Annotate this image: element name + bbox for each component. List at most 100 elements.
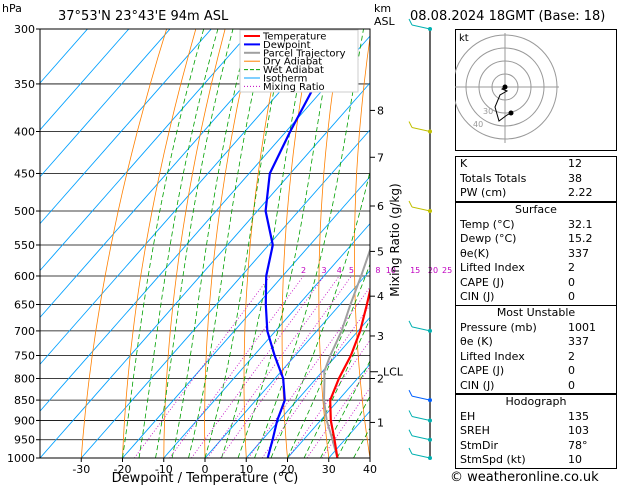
mu-label: CIN (J) [460, 378, 495, 392]
dewpoint-line [264, 29, 337, 458]
x-axis-title: Dewpoint / Temperature (°C) [112, 471, 299, 486]
wind-barb-flag [408, 447, 413, 455]
pressure-tick-label: 550 [14, 239, 35, 252]
legend-label: Mixing Ratio [263, 82, 325, 93]
pressure-tick-label: 900 [14, 415, 35, 428]
wind-barb-flag [408, 320, 413, 328]
pressure-tick-label: 650 [14, 299, 35, 312]
mixing-ratio-label: 5 [349, 266, 354, 275]
wet-adiabat-line [138, 29, 219, 458]
wet-adiabat-line [336, 395, 370, 458]
wet-adiabat-line [171, 29, 250, 458]
most-unstable-table: Most Unstable Pressure (mb) 1001 θe (K) 33… [455, 305, 617, 394]
hodo-value: 78° [568, 438, 588, 452]
mixing-ratio-axis-title: Mixing Ratio (g/kg) [388, 183, 402, 296]
isotherm-line [287, 363, 370, 458]
hodograph-point [502, 84, 508, 90]
isotherm-line [40, 29, 130, 131]
lcl-label: LCL [383, 366, 404, 379]
hodo-label: StmDir [460, 438, 499, 452]
wind-barb-flag [408, 410, 413, 417]
hodograph-table: Hodograph EH 135 SREH 103 StmDir 78° StmSpd… [455, 394, 617, 469]
isotherm-line [204, 269, 370, 458]
wind-barb-flag [408, 200, 413, 208]
legend-label: Temperature [262, 32, 326, 43]
location-title: 37°53'N 23°43'E 94m ASL [58, 9, 229, 24]
surface-row: CAPE (J) 0 [456, 276, 616, 291]
wind-barb [411, 24, 431, 30]
wind-barb [411, 206, 431, 212]
wind-barb [411, 415, 431, 421]
km-tick-label: 6 [377, 200, 384, 213]
pressure-tick-label: 400 [14, 126, 35, 139]
surface-value: 2 [568, 261, 575, 274]
hodo-row: StmSpd (kt) 10 [456, 453, 616, 468]
mixing-ratio-label: 10 [386, 266, 396, 275]
wet-adiabat-line [155, 29, 234, 458]
temperature-tick-label: 20 [281, 463, 295, 476]
wind-barb-flag [408, 18, 413, 26]
dry-adiabat-line [204, 29, 255, 458]
isotherm-line [163, 222, 370, 458]
temperature-line [329, 285, 370, 458]
hodo-value: 103 [568, 424, 589, 437]
mu-label: Lifted Index [460, 349, 525, 363]
dry-adiabat-line [422, 29, 452, 458]
dry-adiabat-line [243, 29, 284, 458]
surface-label: Temp (°C) [460, 217, 515, 231]
wind-barb-flag [408, 389, 413, 397]
mixing-ratio-line [207, 275, 340, 458]
mu-row: Lifted Index 2 [456, 350, 616, 365]
pressure-tick-label: 300 [14, 23, 35, 36]
mu-value: 1001 [568, 320, 596, 334]
mixing-ratio-label: 15 [410, 266, 420, 275]
km-tick-label: 7 [377, 151, 384, 164]
wet-adiabat-line [122, 29, 205, 458]
surface-row: CIN (J) 0 [456, 290, 616, 305]
copyright: © weatheronline.co.uk [450, 470, 599, 485]
km-tick-label: 1 [377, 416, 384, 429]
pressure-tick-label: 500 [14, 205, 35, 218]
mu-label: θe (K) [460, 335, 493, 348]
temperature-tick-label: -30 [72, 463, 90, 476]
mu-value: 337 [568, 335, 589, 348]
isotherm-line [40, 29, 253, 272]
surface-value: 0 [568, 275, 575, 289]
dry-adiabat-line [353, 34, 370, 458]
surface-table: Surface Temp (°C) 32.1 Dewp (°C) 15.2 θe(K… [455, 202, 617, 306]
mu-row: CAPE (J) 0 [456, 364, 616, 379]
dry-adiabat-line [281, 29, 314, 458]
dry-adiabat-line [122, 29, 197, 458]
legend-label: Parcel Trajectory [263, 48, 346, 59]
index-value: 12 [568, 157, 582, 170]
wet-adiabat-line [270, 169, 370, 458]
surface-label: θe(K) [460, 246, 490, 260]
hodo-value: 135 [568, 409, 589, 423]
hodograph-kt-label: kt [459, 33, 469, 44]
mixing-ratio-label: 4 [337, 266, 342, 275]
wind-barb [411, 435, 431, 441]
pressure-tick-label: 450 [14, 168, 35, 181]
surface-value: 0 [568, 290, 575, 303]
hodograph-table-title: Hodograph [505, 395, 567, 408]
hodograph-ring-label: 30 [483, 107, 493, 116]
hodograph-trace [494, 86, 512, 122]
asl-label: ASL [374, 15, 395, 28]
mixing-ratio-line [169, 275, 304, 458]
hodo-value: 10 [568, 453, 582, 466]
pressure-tick-label: 850 [14, 394, 35, 407]
pressure-tick-label: 1000 [7, 452, 35, 465]
temperature-tick-label: 10 [239, 463, 253, 476]
wind-barb [411, 453, 431, 459]
wind-barb-flag [408, 121, 413, 128]
index-label: Totals Totals [460, 171, 527, 185]
mixing-ratio-label: 8 [375, 266, 380, 275]
most-unstable-title: Most Unstable [496, 306, 576, 319]
temperature-tick-label: -20 [114, 463, 132, 476]
dry-adiabat-line [80, 29, 167, 458]
mu-row: CIN (J) 0 [456, 379, 616, 394]
date-title: 08.08.2024 18GMT (Base: 18) [410, 9, 606, 24]
index-value: 2.22 [568, 186, 593, 199]
mixing-ratio-line [287, 339, 370, 458]
